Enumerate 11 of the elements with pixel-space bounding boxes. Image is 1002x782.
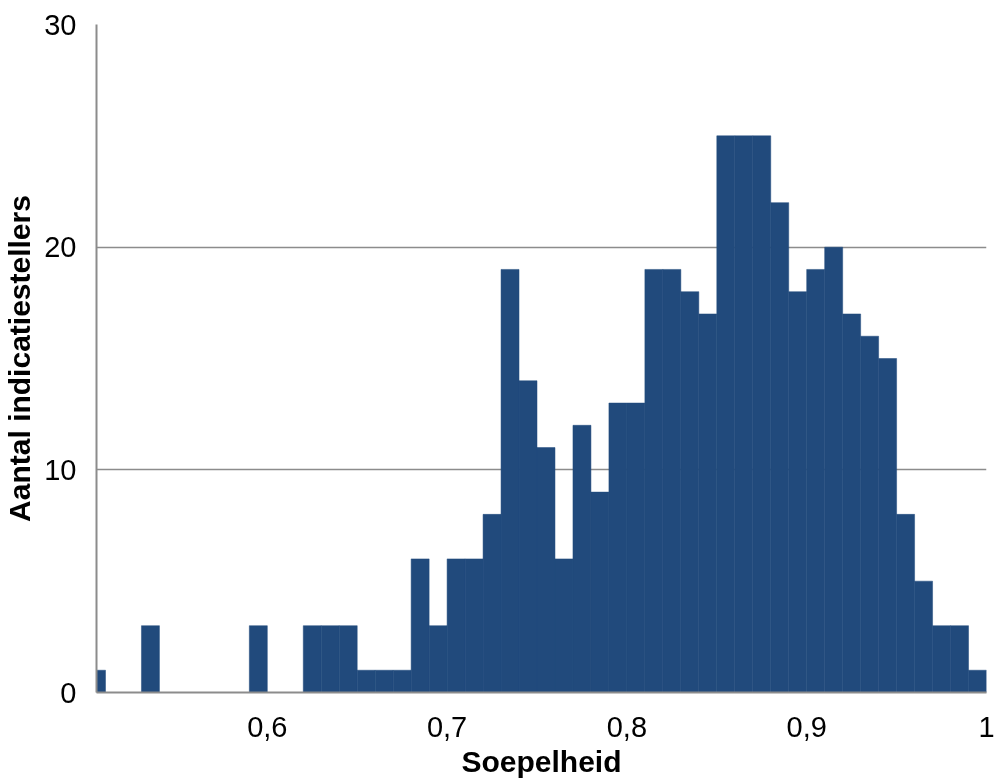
y-tick-label: 10 <box>44 453 77 486</box>
x-tick-label: 0,9 <box>786 710 827 743</box>
x-tick-label: 0,7 <box>426 710 468 743</box>
x-tick-label: 0,8 <box>606 710 648 743</box>
y-tick-label: 30 <box>44 8 77 41</box>
y-axis-title: Aantal indicatiestellers <box>3 195 37 522</box>
x-tick-label: 0,6 <box>247 710 288 743</box>
x-axis-title: Soepelheid <box>461 744 622 778</box>
x-tick-label: 1 <box>978 710 995 743</box>
y-tick-label: 20 <box>44 231 77 264</box>
y-tick-label: 0 <box>60 676 77 709</box>
